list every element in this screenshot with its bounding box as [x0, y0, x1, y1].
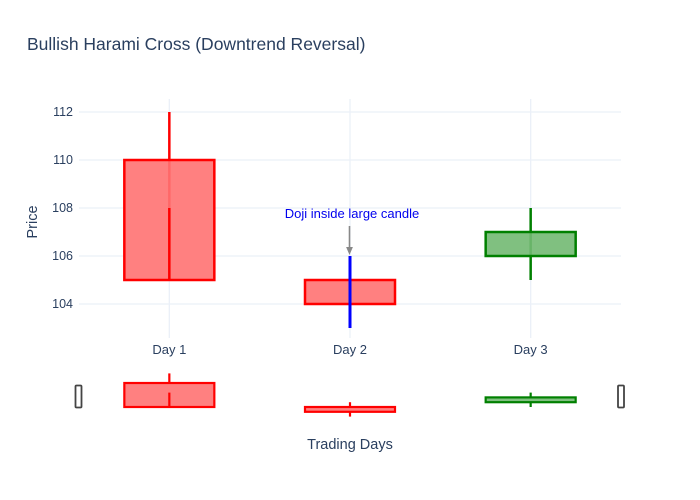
rangeslider-candle-body-day-2 [303, 405, 397, 413]
annotation-arrowhead [346, 247, 353, 255]
candle-body-day-3 [484, 230, 577, 258]
y-tick-label: 106 [52, 248, 73, 263]
y-tick-label: 112 [53, 104, 73, 119]
y-tick-label: 108 [52, 200, 73, 215]
x-tick-label-day-2: Day 2 [333, 342, 367, 357]
x-axis-title: Trading Days [307, 437, 393, 453]
chart-title: Bullish Harami Cross (Downtrend Reversal… [27, 34, 366, 54]
x-tick-label-day-1: Day 1 [152, 342, 187, 357]
y-tick-label: 110 [53, 152, 73, 167]
y-axis-tick-labels: 112 110 108 106 104 [0, 0, 73, 500]
rangeslider-grabber-right[interactable] [617, 384, 625, 409]
rangeslider-grabber-left[interactable] [74, 384, 83, 409]
x-tick-label-day-3: Day 3 [513, 342, 548, 357]
rangeslider-candle-body-day-3 [484, 396, 577, 404]
y-tick-label: 104 [52, 296, 73, 311]
annotation-text: Doji inside large candle [284, 206, 420, 221]
